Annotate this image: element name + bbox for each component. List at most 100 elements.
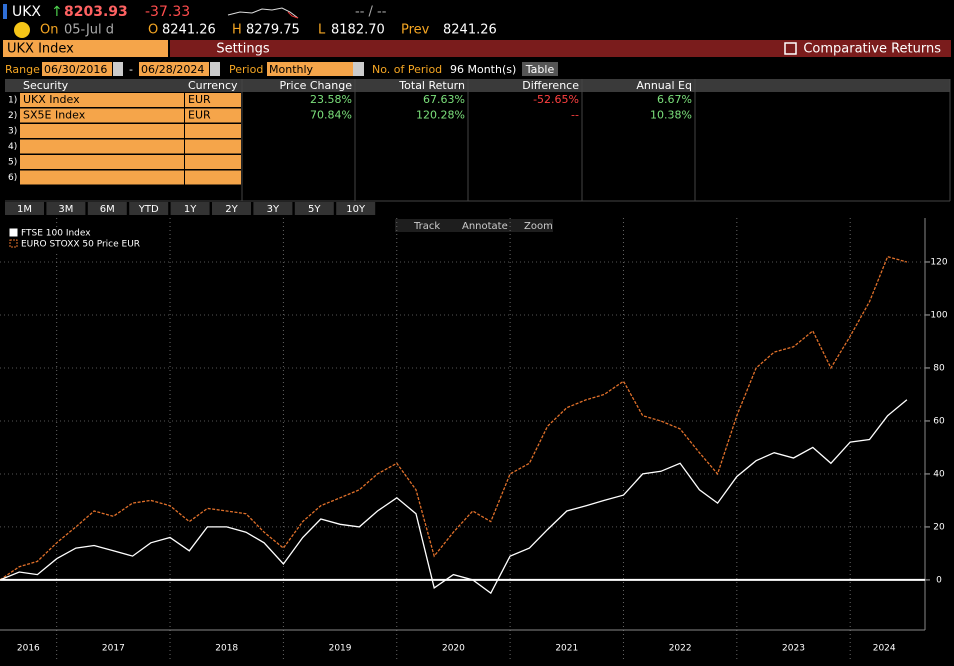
settings[interactable]: Settings (216, 42, 270, 57)
period-button-label[interactable]: 6M (100, 204, 115, 215)
y-tick-label: 100 (930, 310, 947, 320)
bid-ask: -- / -- (355, 5, 387, 20)
legend-box (6, 227, 146, 253)
series-line (0, 399, 908, 595)
chart-tool[interactable]: Track (413, 221, 440, 232)
period-button-label[interactable]: 1M (17, 204, 32, 215)
currency-cell[interactable] (185, 124, 241, 138)
period-button[interactable] (294, 202, 334, 215)
table-cell: UKX Index (23, 93, 80, 106)
row-number: 3) (8, 127, 17, 137)
x-tick-label: 2017 (102, 644, 125, 654)
tools-bar (395, 219, 553, 232)
row-number: 4) (8, 142, 17, 152)
count-label: No. of Period (372, 63, 442, 76)
end-date[interactable]: 06/28/2024 (141, 63, 204, 76)
period-button-label[interactable]: YTD (138, 204, 159, 215)
period-box[interactable] (267, 62, 353, 76)
legend-swatch (9, 239, 18, 248)
period-button-label[interactable]: 1Y (184, 204, 197, 215)
legend-label: EURO STOXX 50 Price EUR (21, 240, 140, 250)
period-button-label[interactable]: 5Y (308, 204, 321, 215)
currency-cell[interactable] (185, 155, 241, 169)
security-cell[interactable] (20, 139, 184, 154)
last-price: 8203.93 (64, 4, 128, 20)
y-tick-label: 80 (933, 363, 945, 373)
sparkline (227, 7, 299, 19)
x-tick-label: 2023 (782, 644, 805, 654)
export-icon[interactable] (784, 42, 797, 55)
security-box[interactable] (3, 40, 168, 57)
period-label: Period (229, 63, 263, 76)
x-tick-label: 2018 (215, 644, 238, 654)
security-cell[interactable] (20, 155, 184, 169)
security[interactable]: UKX Index (7, 42, 74, 57)
prev: 8241.26 (443, 23, 497, 38)
row-number: 6) (8, 173, 17, 183)
currency-cell[interactable] (185, 93, 241, 107)
period-button[interactable] (5, 202, 44, 215)
security-cell[interactable] (20, 124, 184, 138)
legend-swatch (9, 228, 18, 237)
currency-cell[interactable] (185, 108, 241, 123)
calendar-icon[interactable] (113, 62, 123, 76)
table-cell: EUR (188, 93, 211, 106)
period-button[interactable] (46, 202, 86, 215)
chart-tool[interactable]: Zoom (524, 221, 553, 232)
start-date[interactable]: 06/30/2016 (44, 63, 107, 76)
row-number: 1) (8, 96, 17, 106)
period-button[interactable] (336, 202, 376, 215)
on-label: On (40, 23, 58, 38)
table-button[interactable] (522, 62, 558, 76)
period-button[interactable] (170, 202, 210, 215)
period-button[interactable] (253, 202, 293, 215)
x-tick-label: 2021 (555, 644, 578, 654)
table-view[interactable]: Table (525, 63, 555, 76)
legend-label: FTSE 100 Index (21, 229, 91, 239)
period-button[interactable] (212, 202, 251, 215)
y-tick-label: 40 (933, 469, 945, 479)
security-cell[interactable] (20, 93, 184, 107)
open-label: O (148, 23, 158, 38)
status-icon (14, 22, 30, 38)
row-number: 5) (8, 158, 17, 168)
comparative-returns[interactable]: Comparative Returns (803, 42, 941, 57)
table-cell: 10.38% (650, 109, 692, 122)
table-cell: 70.84% (310, 109, 352, 122)
period-button-label[interactable]: 2Y (225, 204, 238, 215)
period-button[interactable] (129, 202, 169, 215)
calendar-icon[interactable] (210, 62, 220, 76)
y-tick-label: 20 (933, 522, 945, 532)
table-cell: -52.65% (533, 93, 579, 106)
column-header: Annual Eq (636, 79, 692, 92)
period-button-label[interactable]: 3M (58, 204, 73, 215)
dropdown-icon[interactable] (353, 62, 364, 76)
column-header: Difference (522, 79, 579, 92)
chart-tool[interactable]: Annotate (462, 221, 508, 232)
period-button-label[interactable]: 3Y (267, 204, 280, 215)
end-box[interactable] (139, 62, 209, 76)
date: 05-Jul d (64, 23, 114, 38)
low: 8182.70 (331, 23, 385, 38)
period-button-label[interactable]: 10Y (346, 204, 366, 215)
y-tick-label: 120 (930, 257, 947, 267)
security-cell[interactable] (20, 108, 184, 123)
prev-label: Prev (401, 23, 430, 38)
table-cell: SX5E Index (23, 109, 86, 122)
range-dash: - (129, 63, 133, 76)
currency-cell[interactable] (185, 170, 241, 185)
security-cell[interactable] (20, 170, 184, 185)
period[interactable]: Monthly (269, 63, 314, 76)
x-tick-label: 2022 (669, 644, 692, 654)
period-button[interactable] (87, 202, 127, 215)
open: 8241.26 (162, 23, 216, 38)
net-change: -37.33 (145, 4, 190, 20)
table-cell: EUR (188, 109, 211, 122)
column-header: Price Change (280, 79, 353, 92)
x-tick-label: 2024 (873, 644, 896, 654)
x-tick-label: 2016 (17, 644, 40, 654)
high-label: H (232, 23, 242, 38)
currency-cell[interactable] (185, 139, 241, 154)
x-tick-label: 2019 (329, 644, 352, 654)
start-box[interactable] (42, 62, 112, 76)
